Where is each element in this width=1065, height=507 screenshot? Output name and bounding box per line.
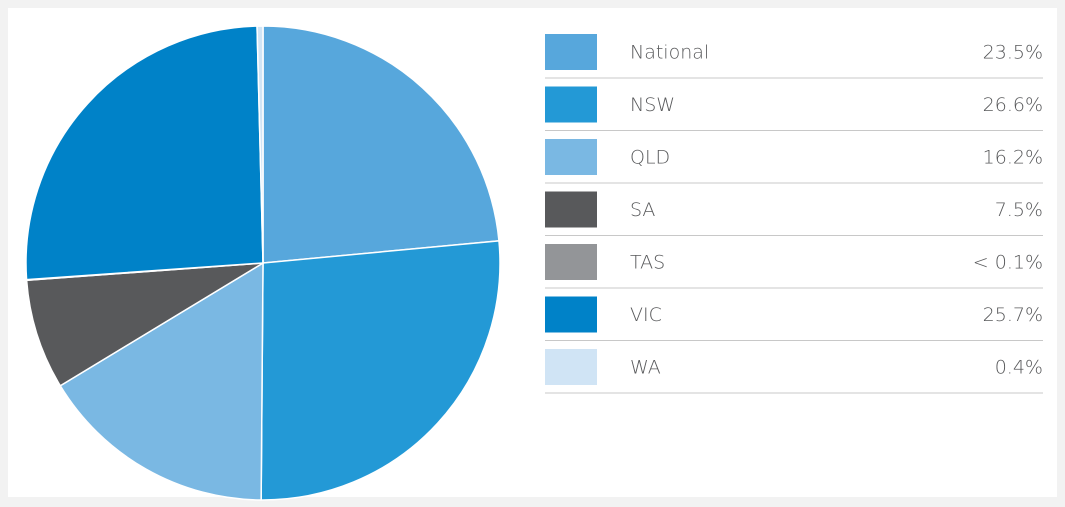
value-label: 7.5% <box>995 199 1043 221</box>
pie-slice <box>25 262 264 387</box>
value-label: 16.2% <box>983 147 1043 169</box>
value-label: 0.4% <box>995 357 1043 379</box>
legend-swatch <box>545 244 597 280</box>
legend-swatch <box>545 296 597 333</box>
legend-swatch <box>545 191 597 228</box>
legend-label: QLD <box>630 147 670 169</box>
value-label: < 0.1% <box>973 252 1043 274</box>
legend-label: TAS <box>630 252 665 274</box>
legend-swatch <box>545 349 597 385</box>
legend-swatch <box>545 86 597 123</box>
legend-label: WA <box>630 357 661 379</box>
pie-slice <box>260 240 501 501</box>
legend-swatch <box>545 139 597 175</box>
pie-slice <box>59 261 264 501</box>
value-label: 26.6% <box>983 94 1043 116</box>
pie-slice <box>262 25 500 264</box>
pie-slice <box>256 25 264 264</box>
legend-label: National <box>630 42 709 64</box>
legend-label: SA <box>630 199 655 221</box>
legend-swatch <box>545 34 597 70</box>
value-label: 25.7% <box>983 304 1043 326</box>
value-label: 23.5% <box>983 42 1043 64</box>
legend-label: VIC <box>630 304 662 326</box>
legend-label: NSW <box>630 94 675 116</box>
pie-slice <box>25 25 264 281</box>
